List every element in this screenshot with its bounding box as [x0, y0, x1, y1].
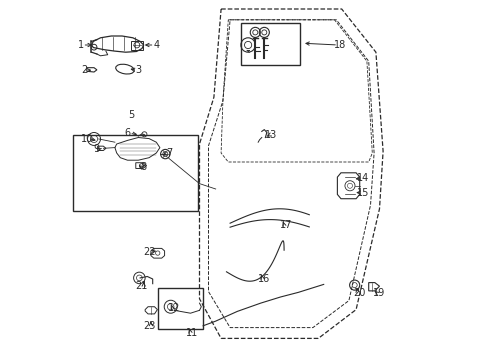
Bar — [131, 41, 142, 50]
Bar — [158, 288, 203, 329]
Text: 21: 21 — [136, 281, 148, 291]
Text: 18: 18 — [333, 40, 346, 50]
Text: 16: 16 — [258, 274, 270, 284]
Text: 5: 5 — [128, 110, 134, 120]
Bar — [73, 135, 197, 211]
Text: 7: 7 — [165, 148, 172, 158]
Text: 10: 10 — [81, 134, 93, 144]
Text: 22: 22 — [142, 247, 155, 257]
Text: 15: 15 — [356, 188, 369, 198]
Text: 20: 20 — [353, 288, 365, 298]
Text: 11: 11 — [186, 328, 198, 338]
Text: 4: 4 — [153, 40, 159, 50]
Text: 9: 9 — [94, 144, 100, 154]
Text: 19: 19 — [373, 288, 385, 298]
Bar — [241, 23, 300, 65]
Text: 2: 2 — [81, 65, 87, 75]
Text: 17: 17 — [279, 220, 291, 230]
Text: 14: 14 — [356, 173, 368, 183]
Text: 12: 12 — [168, 303, 180, 313]
Text: 23: 23 — [142, 321, 155, 331]
Text: 1: 1 — [78, 40, 83, 50]
Text: 6: 6 — [124, 128, 130, 138]
Text: 13: 13 — [265, 130, 277, 140]
Text: 3: 3 — [135, 65, 141, 75]
Text: 8: 8 — [141, 162, 146, 172]
